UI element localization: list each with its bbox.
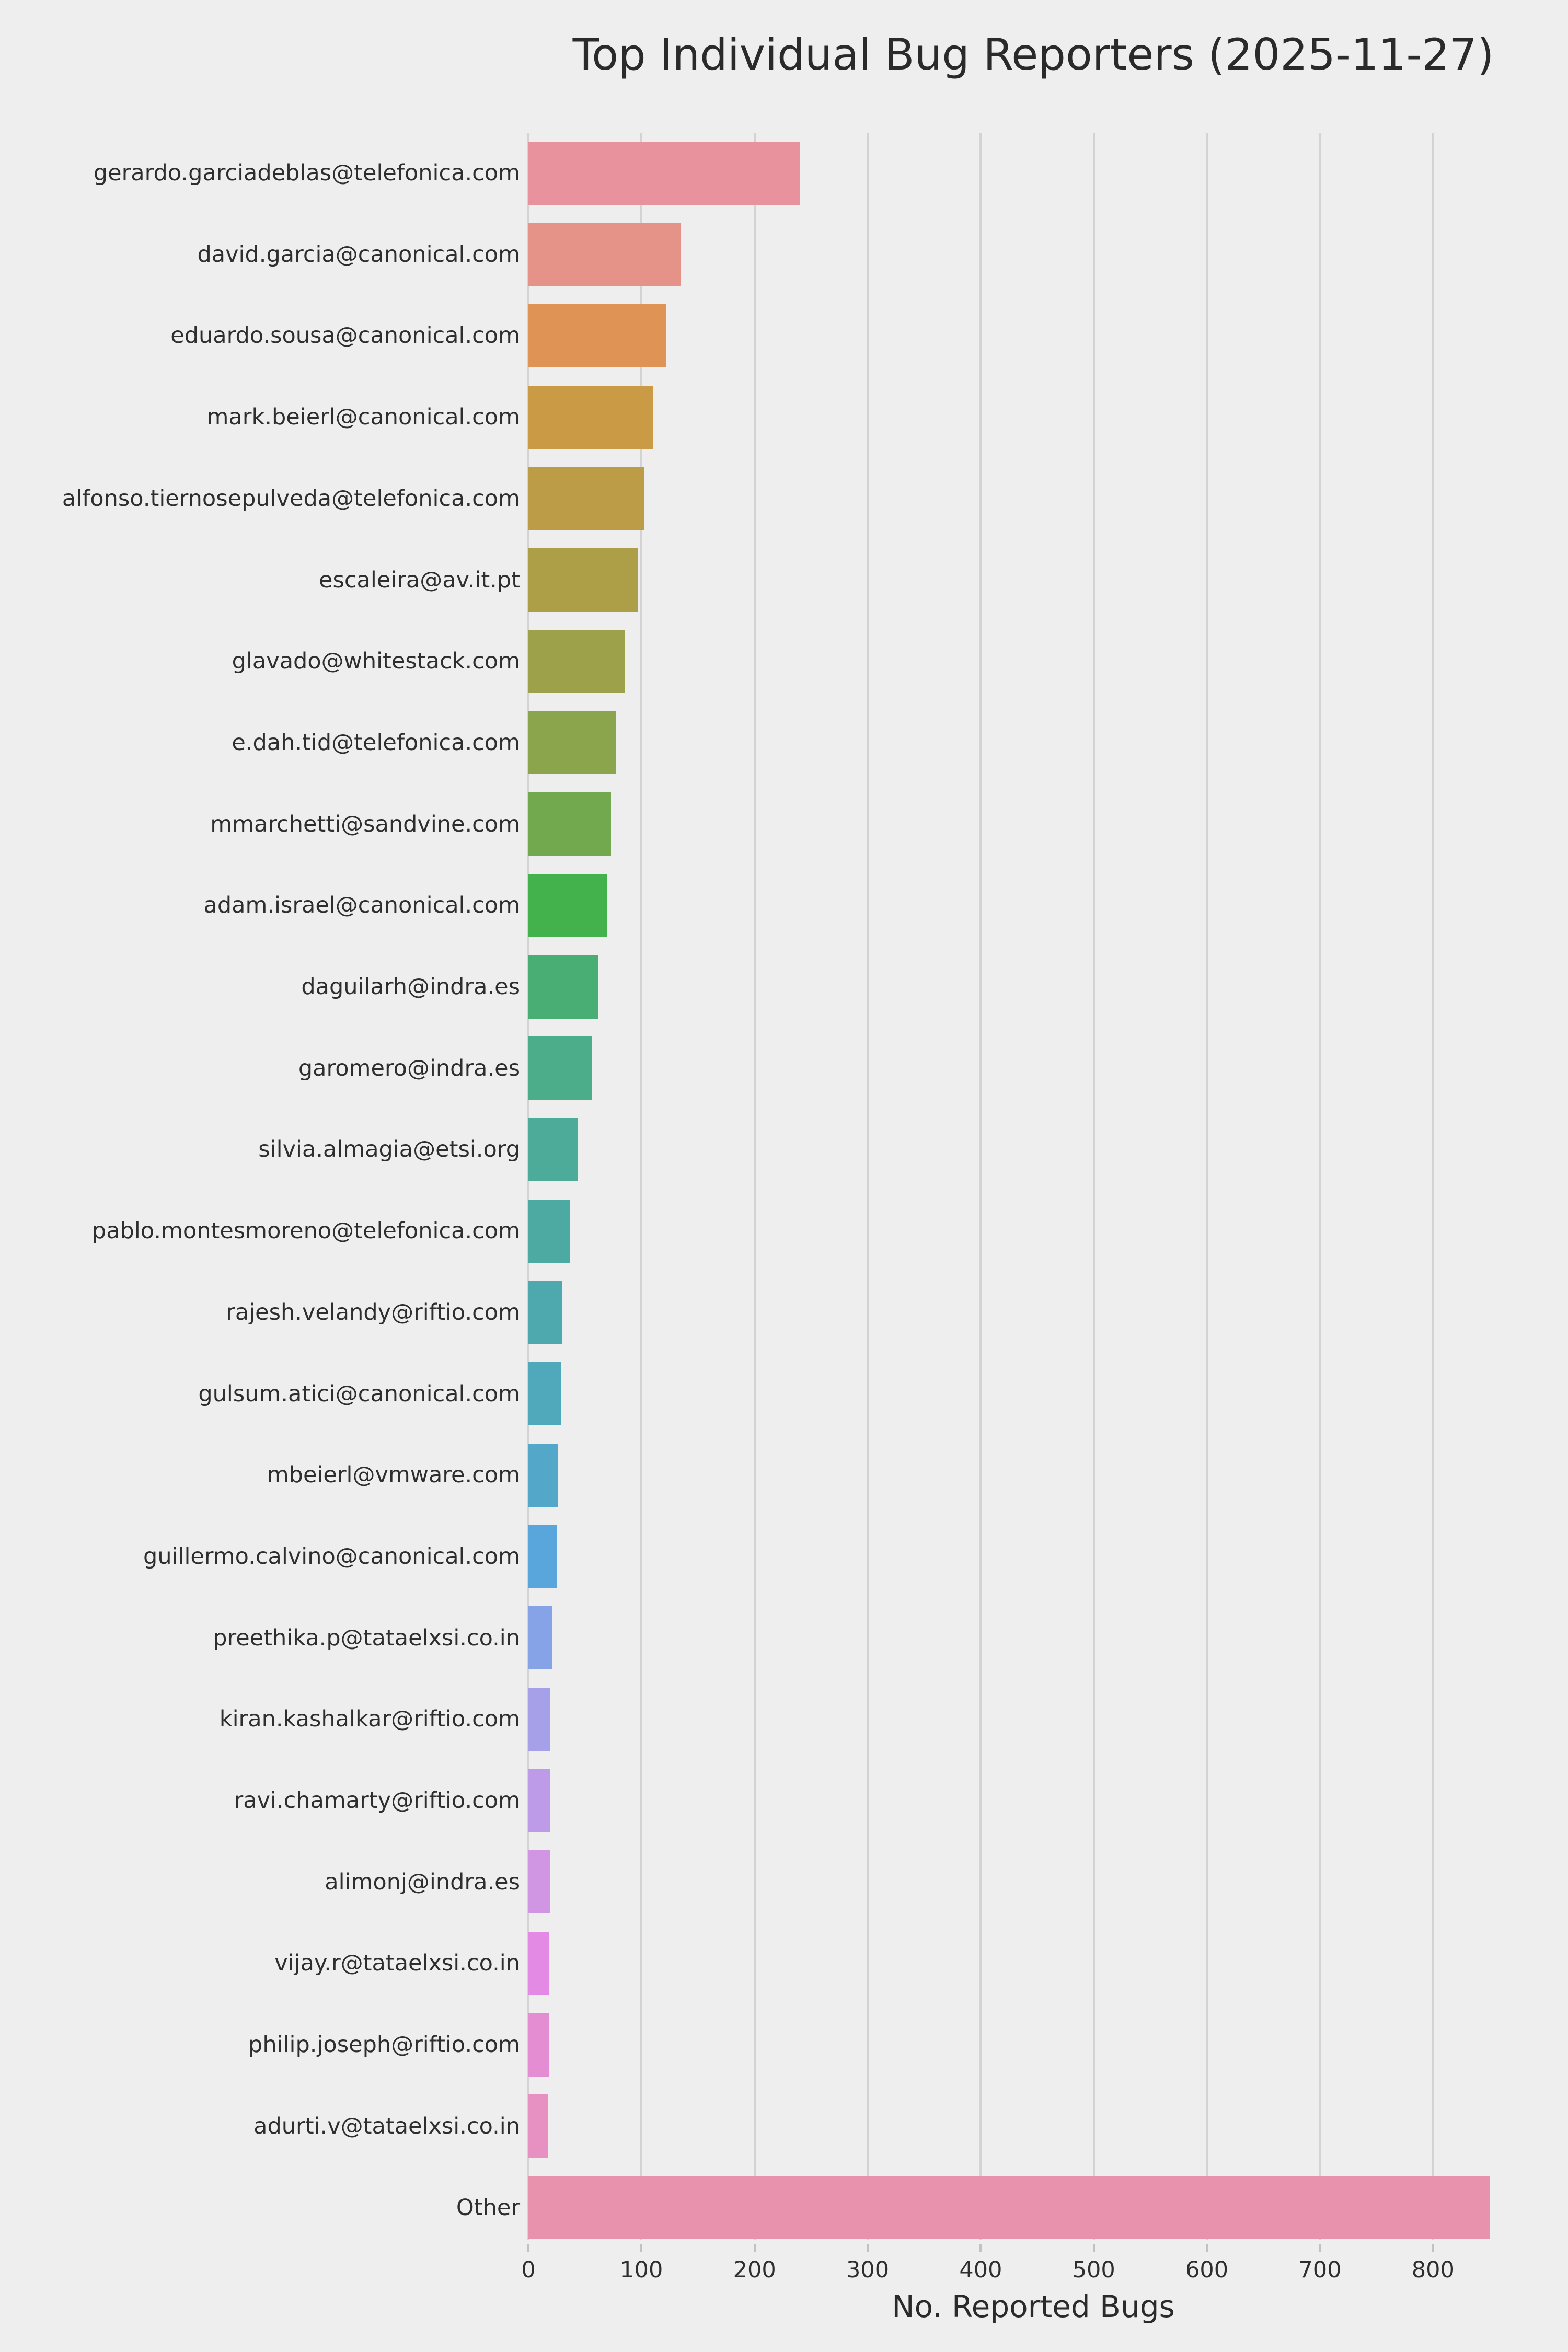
y-tick-label: preethika.p@tataelxsi.co.in	[213, 1624, 520, 1651]
bar	[528, 1281, 562, 1344]
y-tick-label: daguilarh@indra.es	[301, 974, 520, 1000]
y-tick-label: e.dah.tid@telefonica.com	[232, 729, 520, 756]
gridline	[1092, 133, 1095, 2240]
y-tick-label: garomero@indra.es	[298, 1055, 520, 1081]
x-tick-mark	[979, 2244, 982, 2252]
bar	[528, 304, 666, 367]
y-tick-label: mmarchetti@sandvine.com	[210, 811, 520, 837]
bar	[528, 2013, 549, 2077]
y-tick-label: vijay.r@tataelxsi.co.in	[274, 1950, 520, 1977]
y-tick-label: rajesh.velandy@riftio.com	[226, 1299, 520, 1325]
y-tick-label: kiran.kashalkar@riftio.com	[219, 1706, 520, 1733]
bar	[528, 1850, 550, 1914]
x-tick-label: 100	[620, 2257, 663, 2283]
x-tick-mark	[527, 2244, 529, 2252]
y-tick-label: eduardo.sousa@canonical.com	[170, 322, 520, 349]
x-tick-mark	[753, 2244, 756, 2252]
bar	[528, 1931, 549, 1995]
bar	[528, 1606, 552, 1670]
y-tick-label: escaleira@av.it.pt	[319, 567, 520, 593]
gridline	[753, 133, 756, 2240]
x-tick-label: 0	[521, 2257, 536, 2283]
x-tick-mark	[1432, 2244, 1434, 2252]
gridline	[527, 133, 529, 2240]
y-tick-label: ravi.chamarty@riftio.com	[234, 1788, 520, 1814]
gridline	[867, 133, 869, 2240]
gridline	[1206, 133, 1208, 2240]
bar	[528, 2176, 1490, 2239]
bar	[528, 1117, 579, 1181]
bar	[528, 385, 653, 449]
bar	[528, 711, 616, 775]
y-tick-label: gerardo.garciadeblas@telefonica.com	[93, 160, 520, 186]
x-tick-mark	[867, 2244, 869, 2252]
plot-area	[527, 133, 1538, 2240]
y-tick-label: glavado@whitestack.com	[232, 648, 520, 675]
x-tick-label: 600	[1185, 2257, 1229, 2283]
gridline	[1432, 133, 1434, 2240]
bar	[528, 792, 611, 856]
y-tick-label: mark.beierl@canonical.com	[206, 404, 520, 431]
bar	[528, 1443, 558, 1507]
y-tick-label: guillermo.calvino@canonical.com	[143, 1543, 520, 1570]
y-tick-label: pablo.montesmoreno@telefonica.com	[91, 1218, 520, 1244]
chart-title: Top Individual Bug Reporters (2025-11-27…	[572, 29, 1494, 80]
bar	[528, 141, 800, 205]
bar	[528, 1199, 571, 1263]
bar	[528, 548, 638, 612]
bar	[528, 467, 644, 531]
bar	[528, 223, 682, 286]
gridline	[1319, 133, 1321, 2240]
bar	[528, 1362, 561, 1425]
x-tick-label: 700	[1298, 2257, 1342, 2283]
bar	[528, 1036, 592, 1100]
y-tick-label: alfonso.tiernosepulveda@telefonica.com	[62, 485, 520, 512]
bar	[528, 873, 608, 937]
y-tick-label: silvia.almagia@etsi.org	[258, 1136, 520, 1163]
x-tick-mark	[1206, 2244, 1208, 2252]
bar	[528, 1687, 550, 1751]
bar	[528, 2094, 548, 2158]
y-tick-label: alimonj@indra.es	[325, 1869, 520, 1895]
y-tick-label: mbeierl@vmware.com	[267, 1462, 520, 1489]
y-tick-label: david.garcia@canonical.com	[197, 241, 520, 268]
x-tick-mark	[640, 2244, 643, 2252]
gridline	[979, 133, 982, 2240]
y-tick-label: philip.joseph@riftio.com	[248, 2032, 520, 2058]
bar	[528, 955, 599, 1019]
bar	[528, 629, 625, 693]
gridline	[640, 133, 643, 2240]
x-tick-label: 800	[1411, 2257, 1455, 2283]
x-axis-label: No. Reported Bugs	[892, 2289, 1175, 2324]
x-tick-label: 400	[959, 2257, 1002, 2283]
x-tick-label: 200	[733, 2257, 776, 2283]
y-tick-label: gulsum.atici@canonical.com	[198, 1380, 520, 1407]
y-tick-label: adam.israel@canonical.com	[203, 892, 520, 919]
x-tick-mark	[1092, 2244, 1095, 2252]
x-tick-label: 300	[846, 2257, 890, 2283]
y-tick-label: Other	[456, 2194, 520, 2221]
x-tick-mark	[1319, 2244, 1321, 2252]
bar	[528, 1525, 557, 1588]
y-tick-label: adurti.v@tataelxsi.co.in	[253, 2113, 520, 2139]
x-tick-label: 500	[1072, 2257, 1115, 2283]
bar	[528, 1769, 550, 1832]
